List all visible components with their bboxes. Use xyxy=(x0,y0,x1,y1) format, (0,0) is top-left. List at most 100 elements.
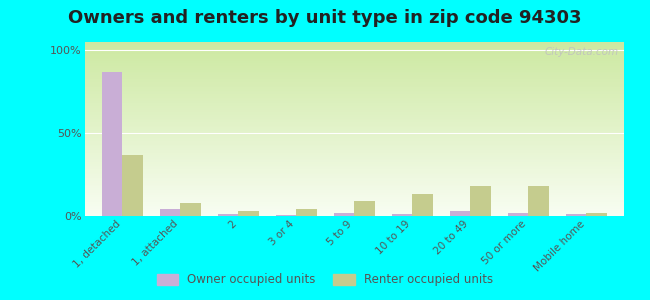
Bar xyxy=(84,52,624,54)
Bar xyxy=(84,183,624,185)
Bar xyxy=(84,146,624,148)
Bar xyxy=(84,46,624,47)
Bar xyxy=(84,79,624,80)
Bar xyxy=(84,206,624,207)
Bar xyxy=(84,117,624,118)
Bar xyxy=(84,105,624,106)
Bar xyxy=(392,214,412,216)
Bar xyxy=(84,202,624,204)
Bar xyxy=(84,80,624,82)
Bar xyxy=(122,155,142,216)
Bar xyxy=(84,72,624,73)
Bar xyxy=(84,94,624,96)
Bar xyxy=(84,204,624,206)
Bar xyxy=(84,150,624,152)
Text: City-Data.com: City-Data.com xyxy=(545,47,619,57)
Bar xyxy=(84,164,624,166)
Bar xyxy=(84,106,624,108)
Bar xyxy=(84,89,624,91)
Bar xyxy=(84,84,624,85)
Bar xyxy=(84,185,624,186)
Bar xyxy=(84,59,624,61)
Bar xyxy=(84,211,624,212)
Bar xyxy=(84,155,624,157)
Bar xyxy=(84,162,624,164)
Bar xyxy=(412,194,432,216)
Bar xyxy=(84,110,624,112)
Bar xyxy=(84,136,624,138)
Bar xyxy=(84,157,624,159)
Bar xyxy=(84,197,624,199)
Bar xyxy=(84,64,624,66)
Bar xyxy=(84,169,624,171)
Bar xyxy=(276,215,296,216)
Bar xyxy=(84,190,624,192)
Bar xyxy=(84,194,624,195)
Bar xyxy=(84,141,624,143)
Bar xyxy=(84,192,624,194)
Bar xyxy=(84,56,624,58)
Bar xyxy=(84,172,624,174)
Bar xyxy=(296,209,317,216)
Bar xyxy=(84,174,624,176)
Bar xyxy=(586,213,606,216)
Bar xyxy=(218,214,239,216)
Legend: Owner occupied units, Renter occupied units: Owner occupied units, Renter occupied un… xyxy=(152,269,498,291)
Bar xyxy=(84,200,624,202)
Bar xyxy=(84,85,624,87)
Bar xyxy=(102,72,122,216)
Bar xyxy=(84,49,624,51)
Bar xyxy=(84,138,624,140)
Bar xyxy=(84,120,624,122)
Bar xyxy=(84,125,624,127)
Bar xyxy=(84,160,624,162)
Bar xyxy=(84,124,624,125)
Bar xyxy=(84,212,624,214)
Bar xyxy=(84,77,624,79)
Bar xyxy=(84,186,624,188)
Bar xyxy=(84,108,624,110)
Bar xyxy=(450,211,470,216)
Bar xyxy=(84,73,624,75)
Bar xyxy=(84,143,624,145)
Bar xyxy=(84,152,624,153)
Bar xyxy=(84,153,624,155)
Bar xyxy=(566,214,586,216)
Bar xyxy=(84,51,624,52)
Bar xyxy=(84,44,624,46)
Bar xyxy=(84,118,624,120)
Bar xyxy=(84,91,624,92)
Bar xyxy=(84,63,624,64)
Bar xyxy=(84,82,624,84)
Bar xyxy=(84,96,624,98)
Bar xyxy=(180,203,200,216)
Bar xyxy=(528,186,549,216)
Bar xyxy=(84,113,624,115)
Bar xyxy=(84,115,624,117)
Bar xyxy=(84,98,624,99)
Bar xyxy=(84,58,624,59)
Bar xyxy=(84,188,624,190)
Bar xyxy=(84,214,624,216)
Bar xyxy=(84,171,624,172)
Bar xyxy=(84,166,624,167)
Bar xyxy=(84,99,624,101)
Bar xyxy=(84,92,624,94)
Bar xyxy=(84,159,624,160)
Bar xyxy=(84,179,624,181)
Bar xyxy=(84,207,624,209)
Bar xyxy=(84,127,624,129)
Bar xyxy=(84,148,624,150)
Bar xyxy=(84,145,624,146)
Bar xyxy=(84,101,624,103)
Bar xyxy=(84,199,624,200)
Bar xyxy=(354,201,374,216)
Bar xyxy=(160,209,180,216)
Bar xyxy=(84,129,624,131)
Bar xyxy=(84,61,624,63)
Bar xyxy=(84,134,624,136)
Bar xyxy=(84,70,624,72)
Bar xyxy=(84,209,624,211)
Bar xyxy=(84,66,624,68)
Bar xyxy=(470,186,491,216)
